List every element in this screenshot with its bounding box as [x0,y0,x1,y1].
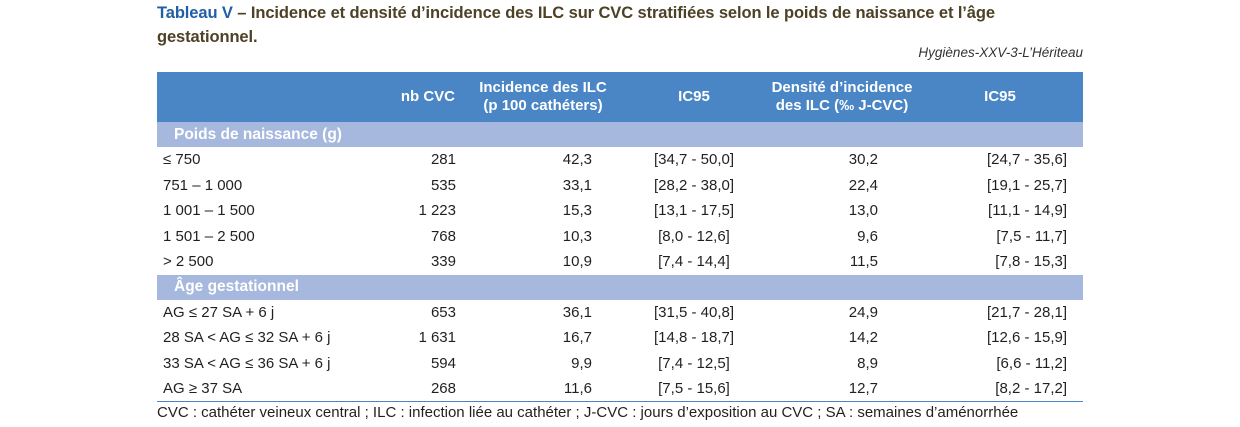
header-text-line: Densité d’incidence [771,79,913,96]
header-text-line: IC95 [984,88,1016,105]
ic95-densite-cell: [7,8 - 15,3] [995,253,1067,271]
incidence-cell: 15,3 [562,202,592,220]
table-title: Tableau V – Incidence et densité d’incid… [157,1,1057,49]
ic95-incidence-cell: [8,0 - 12,6] [658,227,730,245]
incidence-cell: 16,7 [562,329,592,347]
row-label: 33 SA < AG ≤ 36 SA + 6 j [163,354,331,372]
row-label: ≤ 750 [163,151,201,169]
row-label: 751 – 1 000 [163,176,243,194]
data-table: nb CVC Incidence des ILC (p 100 cathéters… [157,72,1083,402]
densite-cell: 24,9 [848,303,878,321]
ic95-incidence-cell: [7,4 - 14,4] [658,253,730,271]
ic95-densite-cell: [12,6 - 15,9] [986,329,1067,347]
header-text-line: nb CVC [400,88,455,105]
table-row: AG ≤ 27 SA + 6 j 653 36,1 [31,5 - 40,8] 24,9… [157,300,1083,326]
nb-cvc-cell: 339 [430,253,456,271]
nb-cvc-cell: 281 [430,151,456,169]
header-cell-ic95-densite: IC95 [917,72,1083,122]
densite-cell: 14,2 [848,329,878,347]
source-reference: Hygiènes-XXV-3-L’Hériteau [918,45,1083,60]
incidence-cell: 11,6 [465,376,621,402]
header-text-line: Incidence des ILC [479,79,607,96]
ic95-incidence-cell: [7,5 - 15,6] [621,376,767,402]
header-text-line: (p 100 cathéters) [483,97,603,114]
densite-cell: 9,6 [857,227,878,245]
header-cell-incidence: Incidence des ILC (p 100 cathéters) [465,72,621,122]
header-cell-densite: Densité d’incidence des ILC (‰ J-CVC) [767,72,917,122]
incidence-cell: 33,1 [562,176,592,194]
nb-cvc-cell: 1 631 [418,329,456,347]
nb-cvc-cell: 1 223 [418,202,456,220]
ic95-incidence-cell: [31,5 - 40,8] [653,303,735,321]
ic95-incidence-cell: [28,2 - 38,0] [653,176,735,194]
ic95-densite-cell: [11,1 - 14,9] [988,202,1067,220]
ic95-densite-cell: [21,7 - 28,1] [986,303,1067,321]
section-header-row: Poids de naissance (g) [157,122,1083,147]
table-row: AG ≥ 37 SA 268 11,6 [7,5 - 15,6] 12,7 [8,2 - … [157,376,1083,402]
incidence-cell: 10,3 [562,227,592,245]
densite-cell: 22,4 [848,176,878,194]
row-label: > 2 500 [163,253,214,271]
row-label: AG ≥ 37 SA [157,376,375,402]
densite-cell: 8,9 [857,354,878,372]
header-cell-category [157,72,375,122]
ic95-incidence-cell: [13,1 - 17,5] [653,202,735,220]
footnote: CVC : cathéter veineux central ; ILC : i… [157,404,1019,421]
densite-cell: 30,2 [848,151,878,169]
table-row: ≤ 750 281 42,3 [34,7 - 50,0] 30,2 [24,7 - 35,… [157,147,1083,173]
ic95-densite-cell: [19,1 - 25,7] [986,176,1067,194]
row-label: 1 001 – 1 500 [163,202,255,220]
ic95-densite-cell: [7,5 - 11,7] [996,227,1067,245]
section-label: Âge gestationnel [174,278,299,295]
table-number: Tableau V [157,4,233,22]
ic95-densite-cell: [6,6 - 11,2] [996,354,1067,372]
section-label: Poids de naissance (g) [174,125,342,143]
nb-cvc-cell: 268 [375,376,465,402]
table-row: 1 501 – 2 500 768 10,3 [8,0 - 12,6] 9,6 [7,5 … [157,224,1083,250]
ic95-incidence-cell: [14,8 - 18,7] [653,329,735,347]
row-label: 28 SA < AG ≤ 32 SA + 6 j [163,329,331,347]
densite-cell: 11,5 [849,253,878,271]
incidence-cell: 10,9 [562,253,592,271]
row-label: AG ≤ 27 SA + 6 j [163,303,275,321]
section-header-row: Âge gestationnel [157,274,1083,300]
table-body: Poids de naissance (g) ≤ 750 281 42,3 [34,7 … [157,122,1083,402]
incidence-cell: 36,1 [562,303,592,321]
row-label: 1 501 – 2 500 [163,227,255,245]
header-text-line: des ILC (‰ J-CVC) [775,97,909,114]
densite-cell: 12,7 [767,376,917,402]
nb-cvc-cell: 653 [430,303,456,321]
header-row: nb CVC Incidence des ILC (p 100 cathéters… [157,72,1083,122]
header-text-line: IC95 [678,88,710,105]
table-row: 1 001 – 1 500 1 223 15,3 [13,1 - 17,5] 13,0 [… [157,198,1083,224]
nb-cvc-cell: 594 [430,354,456,372]
ic95-incidence-cell: [34,7 - 50,0] [653,151,735,169]
densite-cell: 13,0 [848,202,878,220]
incidence-cell: 9,9 [571,354,592,372]
nb-cvc-cell: 535 [430,176,456,194]
ic95-densite-cell: [8,2 - 17,2] [917,376,1083,402]
table-row: 28 SA < AG ≤ 32 SA + 6 j 1 631 16,7 [14,8 -… [157,325,1083,351]
table-caption: – Incidence et densité d’incidence des I… [157,4,995,46]
table-row: > 2 500 339 10,9 [7,4 - 14,4] 11,5 [7,8 - 15,… [157,249,1083,275]
ic95-incidence-cell: [7,4 - 12,5] [658,354,730,372]
ic95-densite-cell: [24,7 - 35,6] [986,151,1067,169]
table-row: 751 – 1 000 535 33,1 [28,2 - 38,0] 22,4 [19,1… [157,173,1083,199]
header-cell-ic95-incidence: IC95 [621,72,767,122]
nb-cvc-cell: 768 [430,227,456,245]
header-cell-nb-cvc: nb CVC [375,72,465,122]
table-row: 33 SA < AG ≤ 36 SA + 6 j 594 9,9 [7,4 - 12,… [157,351,1083,377]
incidence-cell: 42,3 [562,151,592,169]
